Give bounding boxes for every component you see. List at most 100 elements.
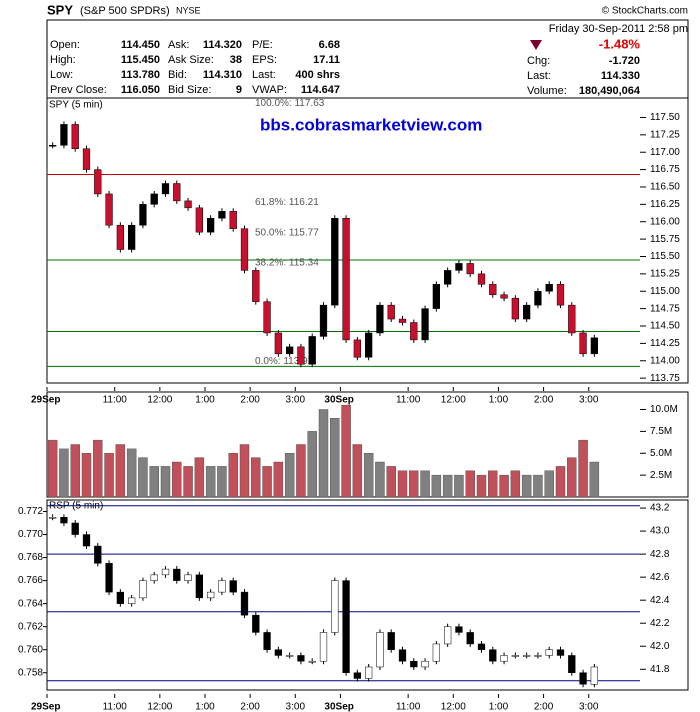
field-value: 114.450 bbox=[121, 39, 160, 51]
candle bbox=[184, 200, 192, 209]
volume-bar bbox=[251, 457, 261, 498]
candle bbox=[286, 655, 294, 657]
candle bbox=[421, 660, 429, 668]
candle bbox=[297, 655, 305, 662]
volume-bar bbox=[47, 439, 58, 498]
volume-bar bbox=[510, 470, 521, 498]
candle bbox=[319, 632, 328, 662]
volume-bar bbox=[341, 404, 351, 498]
volume-bar bbox=[126, 448, 137, 498]
x-tick-label: 30Sep bbox=[324, 702, 353, 712]
candle bbox=[128, 597, 136, 604]
y-tick-label: 0.760 bbox=[18, 644, 43, 655]
x-tick-label: 2:00 bbox=[240, 702, 260, 712]
field-label: EPS: bbox=[252, 54, 277, 66]
field-label: High: bbox=[50, 54, 76, 66]
candle bbox=[161, 183, 170, 195]
field-value: 114.310 bbox=[203, 69, 242, 81]
volume-bar bbox=[352, 444, 363, 498]
summary-value: 180,490,064 bbox=[579, 85, 641, 97]
field-label: Prev Close: bbox=[50, 84, 107, 96]
field-label: Open: bbox=[50, 39, 80, 51]
y-tick-label: 10.0M bbox=[650, 404, 678, 415]
candle bbox=[274, 332, 282, 355]
x-tick-label: 1:00 bbox=[195, 702, 215, 712]
volume-bar bbox=[284, 453, 295, 498]
y2-tick-label: 42.4 bbox=[650, 595, 670, 606]
candle bbox=[116, 224, 124, 250]
candle bbox=[218, 211, 226, 219]
credit: © StockCharts.com bbox=[602, 6, 688, 17]
candle bbox=[410, 660, 418, 668]
candle bbox=[218, 580, 226, 593]
field-value: 38 bbox=[230, 54, 242, 66]
y-tick-label: 114.00 bbox=[650, 355, 680, 366]
y-tick-label: 115.75 bbox=[650, 234, 680, 245]
candle bbox=[365, 332, 373, 358]
volume-bar bbox=[409, 470, 419, 498]
field-value: 114.320 bbox=[203, 39, 242, 51]
candle bbox=[556, 284, 565, 306]
y-tick-label: 117.25 bbox=[650, 129, 680, 140]
y-tick-label: 0.758 bbox=[18, 667, 43, 678]
x-tick-label: 12:00 bbox=[147, 702, 172, 712]
y2-tick-label: 42.2 bbox=[650, 618, 670, 629]
y2-tick-label: 43.0 bbox=[650, 526, 670, 537]
candle bbox=[387, 632, 395, 650]
volume-bar bbox=[172, 461, 182, 498]
candle bbox=[568, 304, 576, 334]
x-tick-label: 11:00 bbox=[103, 395, 128, 406]
candle bbox=[252, 270, 260, 302]
candle bbox=[376, 632, 384, 668]
volume-bar bbox=[194, 457, 205, 498]
x-tick-label: 3:00 bbox=[286, 702, 306, 712]
y2-tick-label: 43.2 bbox=[650, 503, 670, 514]
candle bbox=[263, 301, 271, 334]
candle bbox=[545, 284, 553, 292]
symbol: SPY bbox=[47, 2, 73, 17]
candle bbox=[297, 346, 305, 365]
y-tick-label: 114.50 bbox=[650, 321, 680, 332]
field-value: 116.050 bbox=[121, 84, 160, 96]
field-label: Low: bbox=[50, 69, 73, 81]
field-label: Ask Size: bbox=[168, 54, 214, 66]
candle bbox=[82, 148, 91, 170]
summary-label: Volume: bbox=[527, 85, 567, 97]
candle bbox=[150, 574, 158, 581]
y-tick-label: 116.75 bbox=[650, 164, 680, 175]
fib-label: 38.2%: 115.34 bbox=[255, 257, 319, 268]
x-tick-label: 1:00 bbox=[489, 702, 509, 712]
panel bbox=[46, 499, 689, 691]
y-tick-label: 114.25 bbox=[650, 338, 680, 349]
field-label: Ask: bbox=[168, 39, 189, 51]
volume-bar bbox=[544, 470, 554, 498]
y-tick-label: 115.50 bbox=[650, 251, 680, 262]
x-tick-label: 3:00 bbox=[286, 395, 306, 406]
candle bbox=[534, 290, 542, 306]
volume-bar bbox=[330, 418, 340, 498]
candle bbox=[71, 124, 79, 149]
volume-bar bbox=[499, 474, 509, 498]
candle bbox=[579, 332, 587, 355]
candle bbox=[376, 304, 384, 334]
watermark: bbs.cobrasmarketview.com bbox=[260, 115, 482, 134]
candle bbox=[71, 522, 79, 535]
candle bbox=[410, 322, 418, 341]
candle bbox=[444, 626, 452, 645]
candle bbox=[444, 270, 452, 285]
summary-value: 114.330 bbox=[601, 70, 640, 82]
candle bbox=[353, 339, 361, 358]
candle bbox=[387, 304, 395, 320]
field-value: 17.11 bbox=[313, 54, 340, 66]
y-tick-label: 115.25 bbox=[650, 269, 680, 280]
candle bbox=[523, 655, 531, 657]
volume-bar bbox=[386, 466, 396, 498]
y-tick-label: 0.772 bbox=[18, 506, 43, 517]
x-tick-label: 1:00 bbox=[195, 395, 215, 406]
x-tick-label: 29Sep bbox=[31, 395, 60, 406]
volume-bar bbox=[363, 453, 374, 498]
candle bbox=[229, 580, 237, 593]
volume-bar bbox=[567, 457, 577, 498]
x-tick-label: 29Sep bbox=[31, 702, 60, 712]
